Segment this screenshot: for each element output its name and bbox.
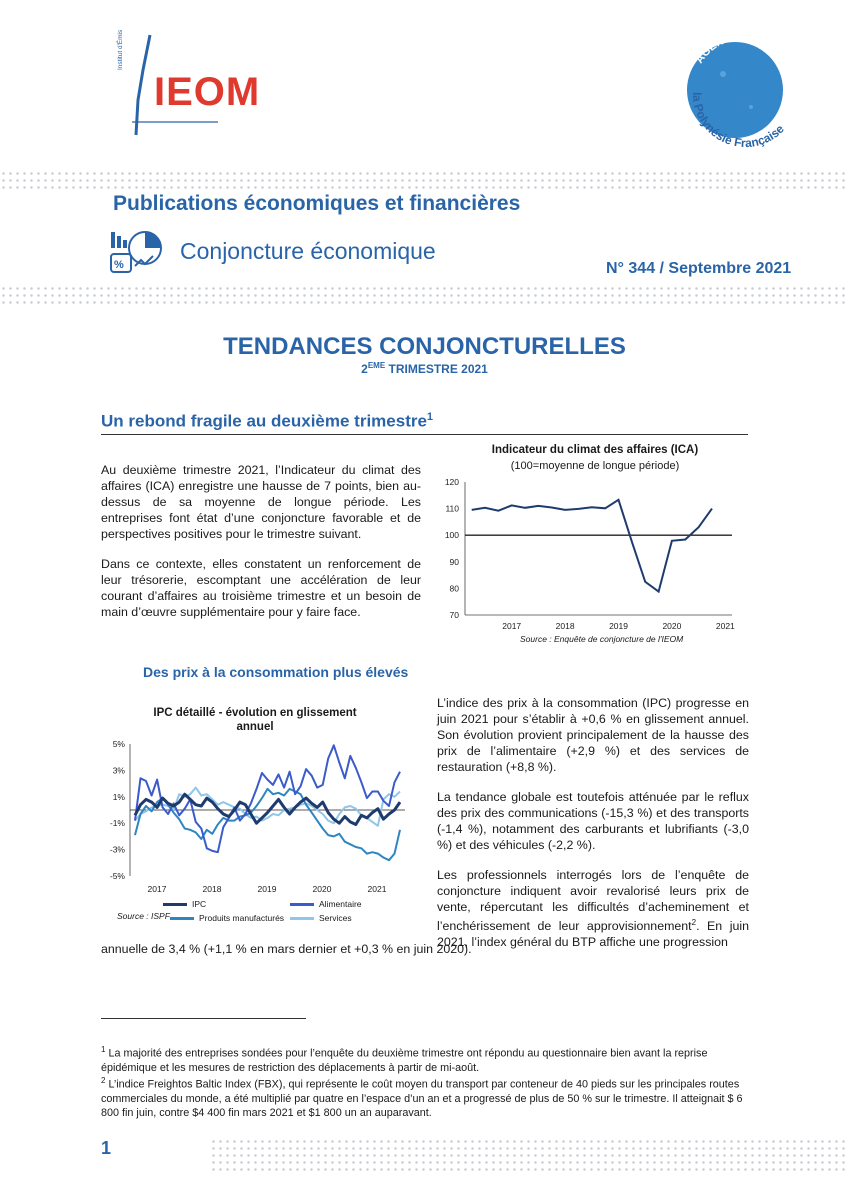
ica-x-tick-label: 2021 [716,621,735,631]
section-name: Conjoncture économique [180,238,436,264]
section1-heading-text: Un rebond fragile au deuxième trimestre [101,411,427,431]
ica-chart-title: Indicateur du climat des affaires (ICA) [491,444,699,456]
ica-x-tick-label: 2019 [609,621,628,631]
ipc-legend-item: IPC [163,899,206,909]
footnote-2: 2 L’indice Freightos Baltic Index (FBX),… [101,1074,749,1120]
ieom-logo: Institut d'Émission d'Outre-Mer IEOM [100,0,265,155]
ica-series-line [471,498,713,594]
ipc-y-tick-label: -1% [110,818,126,828]
ipc-series-alimentaire [134,744,401,854]
section2-paragraph-3-text: Les professionnels interrogés lors de l’… [437,868,749,934]
ica-x-tick-label: 2017 [502,621,521,631]
subtitle-number: 2 [361,362,368,376]
footnote-1-text: La majorité des entreprises sondées pour… [101,1047,708,1074]
footer-dots [210,1138,849,1174]
section1-heading-footnote-ref: 1 [426,411,434,423]
ica-y-tick-label: 70 [450,610,460,620]
footnote-1: 1 La majorité des entreprises sondées po… [101,1043,749,1075]
footnote-rule [101,1018,306,1019]
ica-chart-subtitle: (100=moyenne de longue période) [510,460,680,472]
ica-chart-source: Source : Enquête de conjoncture de l'IEO… [520,634,684,644]
section1-paragraph-1: Au deuxième trimestre 2021, l’Indicateur… [101,463,421,541]
section2-heading: Des prix à la consommation plus élevés [143,664,409,680]
ica-x-tick-label: 2018 [556,621,575,631]
svg-text:%: % [114,259,124,271]
logo-text: IEOM [154,70,261,114]
main-title: TENDANCES CONJONCTURELLES [223,333,626,360]
section1-text: Au deuxième trimestre 2021, l’Indicateur… [101,462,421,634]
section2-text: L’indice des prix à la consommation (IPC… [437,695,749,950]
section2-paragraph-1: L’indice des prix à la consommation (IPC… [437,696,749,774]
ica-y-tick-label: 80 [450,583,460,593]
ica-y-tick-label: 100 [445,530,459,540]
footnote-2-num: 2 [101,1076,106,1085]
footnote-1-num: 1 [101,1045,106,1054]
ipc-x-tick-label: 2018 [203,884,222,894]
ipc-legend-swatch [290,916,314,920]
publication-title: Publications économiques et financières [113,192,521,215]
ipc-y-tick-label: 5% [113,739,126,749]
ipc-series-produits-manufacturés [134,787,401,862]
subtitle-superscript: EME [367,361,386,370]
ipc-chart: IPC détaillé - évolution en glissement a… [100,700,420,935]
ica-y-tick-label: 110 [445,504,459,514]
ipc-series-services [134,786,401,827]
section2-paragraph-3-text-cont: . En juin 2021, l’index général du BTP a… [437,919,749,950]
ipc-legend-label: Produits manufacturés [199,913,285,923]
dotted-band-bottom [0,285,849,305]
ipc-x-tick-label: 2021 [368,884,387,894]
conjoncture-icon: % [105,226,165,276]
ipc-legend-label: IPC [192,899,207,909]
ipc-legend-item: Produits manufacturés [170,913,284,923]
ipc-chart-source: Source : ISPF [117,911,170,921]
footnote-2-text: L’indice Freightos Baltic Index (FBX), q… [101,1078,743,1119]
ica-x-tick-label: 2020 [662,621,681,631]
ipc-legend-swatch [170,916,194,920]
page-number: 1 [101,1138,112,1158]
section1-paragraph-2: Dans ce contexte, elles constatent un re… [101,557,421,619]
ipc-x-tick-label: 2019 [258,884,277,894]
ipc-y-tick-label: 3% [113,765,126,775]
section1-rule [101,434,748,435]
agency-badge: AGENCE DE la Polynésie Française [663,12,813,162]
ipc-y-tick-label: 1% [113,792,126,802]
section1-heading: Un rebond fragile au deuxième trimestre1 [101,411,433,432]
ipc-y-tick-label: -3% [110,845,126,855]
ica-y-tick-label: 120 [445,477,459,487]
ica-y-tick-label: 90 [450,557,460,567]
footnote-ref-2: 2 [691,918,697,927]
ipc-x-tick-label: 2017 [148,884,167,894]
section2-paragraph-2: La tendance globale est toutefois atténu… [437,790,749,852]
main-subtitle: 2EME TRIMESTRE 2021 [0,361,849,376]
ipc-legend-label: Services [319,913,352,923]
ipc-legend-swatch [163,902,187,906]
ipc-x-tick-label: 2020 [313,884,332,894]
ipc-legend-label: Alimentaire [319,899,362,909]
ipc-legend-item: Services [290,913,352,923]
ipc-legend-swatch [290,902,314,906]
issue-number: N° 344 / Septembre 2021 [606,260,792,277]
subtitle-rest: TRIMESTRE 2021 [385,362,488,376]
section2-paragraph-3: Les professionnels interrogés lors de l’… [437,867,749,950]
ipc-legend-item: Alimentaire [290,899,362,909]
dotted-band-top [0,170,849,190]
ipc-y-tick-label: -5% [110,871,126,881]
logo-vertical-text: Institut d'Émission d'Outre-Mer [115,30,124,70]
ipc-legend: IPC Alimentaire Produits manufacturés Servi… [100,897,420,932]
section2-paragraph-3-tail: annuelle de 3,4 % (+1,1 % en mars dernie… [101,942,472,956]
ipc-series-ipc [133,792,402,826]
ica-chart: Indicateur du climat des affaires (ICA) … [430,442,750,652]
ipc-chart-title: IPC détaillé - évolution en glissement a… [153,707,357,733]
